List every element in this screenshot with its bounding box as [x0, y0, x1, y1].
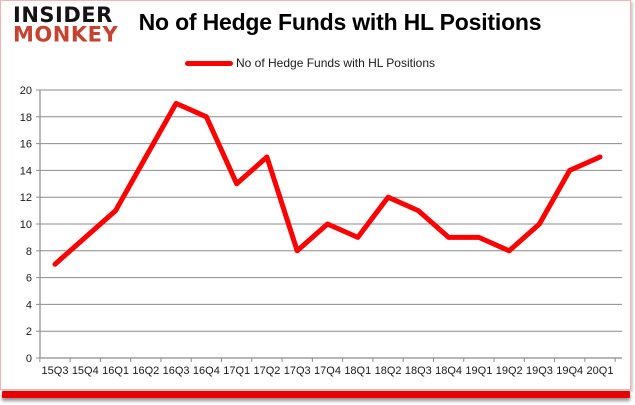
legend: No of Hedge Funds with HL Positions	[185, 56, 435, 70]
insider-monkey-logo: INSIDER MONKEY	[13, 2, 119, 47]
x-tick-label: 18Q2	[375, 365, 402, 377]
y-tick-label: 12	[20, 192, 32, 204]
x-tick-label: 18Q1	[344, 365, 371, 377]
x-tick-label: 18Q3	[405, 365, 432, 377]
x-tick-label: 15Q4	[72, 365, 99, 377]
logo-line-monkey: MONKEY	[13, 22, 119, 47]
x-tick-label: 15Q3	[42, 365, 69, 377]
chart-frame	[0, 0, 631, 390]
hedge-funds-series-line	[52, 100, 603, 267]
y-tick-label: 0	[26, 353, 32, 365]
x-tick-label: 19Q4	[556, 365, 583, 377]
y-tick-label: 8	[26, 246, 32, 258]
y-tick-label: 18	[20, 112, 32, 124]
y-tick-label: 4	[26, 299, 32, 311]
x-tick-label: 16Q1	[102, 365, 129, 377]
x-tick-label: 19Q3	[526, 365, 553, 377]
x-tick-label: 20Q1	[587, 365, 614, 377]
y-tick-label: 2	[26, 326, 32, 338]
legend-line-marker	[185, 60, 233, 66]
chart-title: No of Hedge Funds with HL Positions	[138, 9, 542, 35]
logo-line-insider: INSIDER	[13, 2, 113, 28]
x-tick-label: 18Q4	[435, 365, 462, 377]
bottom-red-bar	[2, 391, 630, 398]
y-tick-label: 14	[20, 165, 32, 177]
x-tick-label: 16Q3	[163, 365, 190, 377]
y-tick-label: 10	[20, 219, 32, 231]
x-tick-label: 16Q2	[132, 365, 159, 377]
y-tick-label: 16	[20, 139, 32, 151]
y-tick-label: 20	[20, 85, 32, 97]
x-tick-label: 19Q2	[496, 365, 523, 377]
legend-label: No of Hedge Funds with HL Positions	[236, 56, 435, 70]
x-tick-label: 17Q1	[223, 365, 250, 377]
x-tick-label: 17Q2	[253, 365, 280, 377]
x-tick-label: 16Q4	[193, 365, 220, 377]
x-tick-label: 19Q1	[465, 365, 492, 377]
x-tick-label: 17Q4	[314, 365, 341, 377]
y-tick-label: 6	[26, 273, 32, 285]
x-tick-label: 17Q3	[284, 365, 311, 377]
